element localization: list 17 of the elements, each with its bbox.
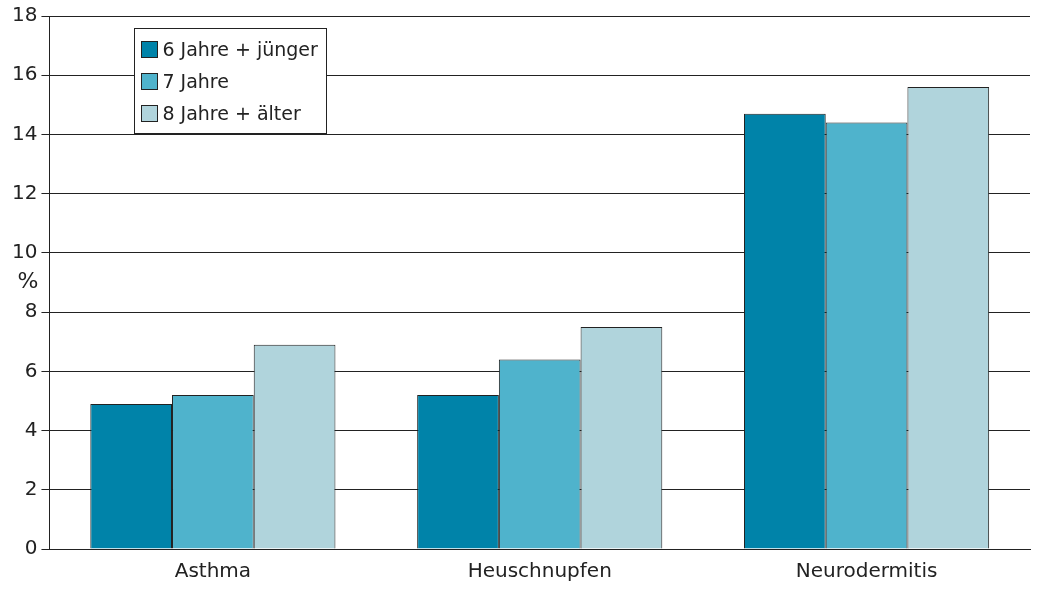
y-tick-label: 6 [24,357,38,382]
y-tick-label: 0 [24,535,38,560]
y-tick-label: 18 [12,2,38,27]
legend-label: 7 Jahre [162,70,229,92]
y-axis-title: % [17,268,39,294]
y-tick-label: 8 [24,298,38,323]
legend-label: 6 Jahre + jünger [162,38,318,60]
y-tick-label: 14 [12,120,38,145]
y-tick-label: 16 [12,61,38,86]
y-tick-label: 10 [12,239,38,264]
x-tick-label: Asthma [174,558,252,583]
y-tick-label: 2 [24,475,38,500]
x-tick-label: Heuschnupfen [467,558,612,583]
y-tick-label: 12 [12,179,38,204]
x-tick-label: Neurodermitis [795,558,938,583]
y-tick-label: 4 [24,416,38,441]
legend-label: 8 Jahre + älter [162,102,301,124]
